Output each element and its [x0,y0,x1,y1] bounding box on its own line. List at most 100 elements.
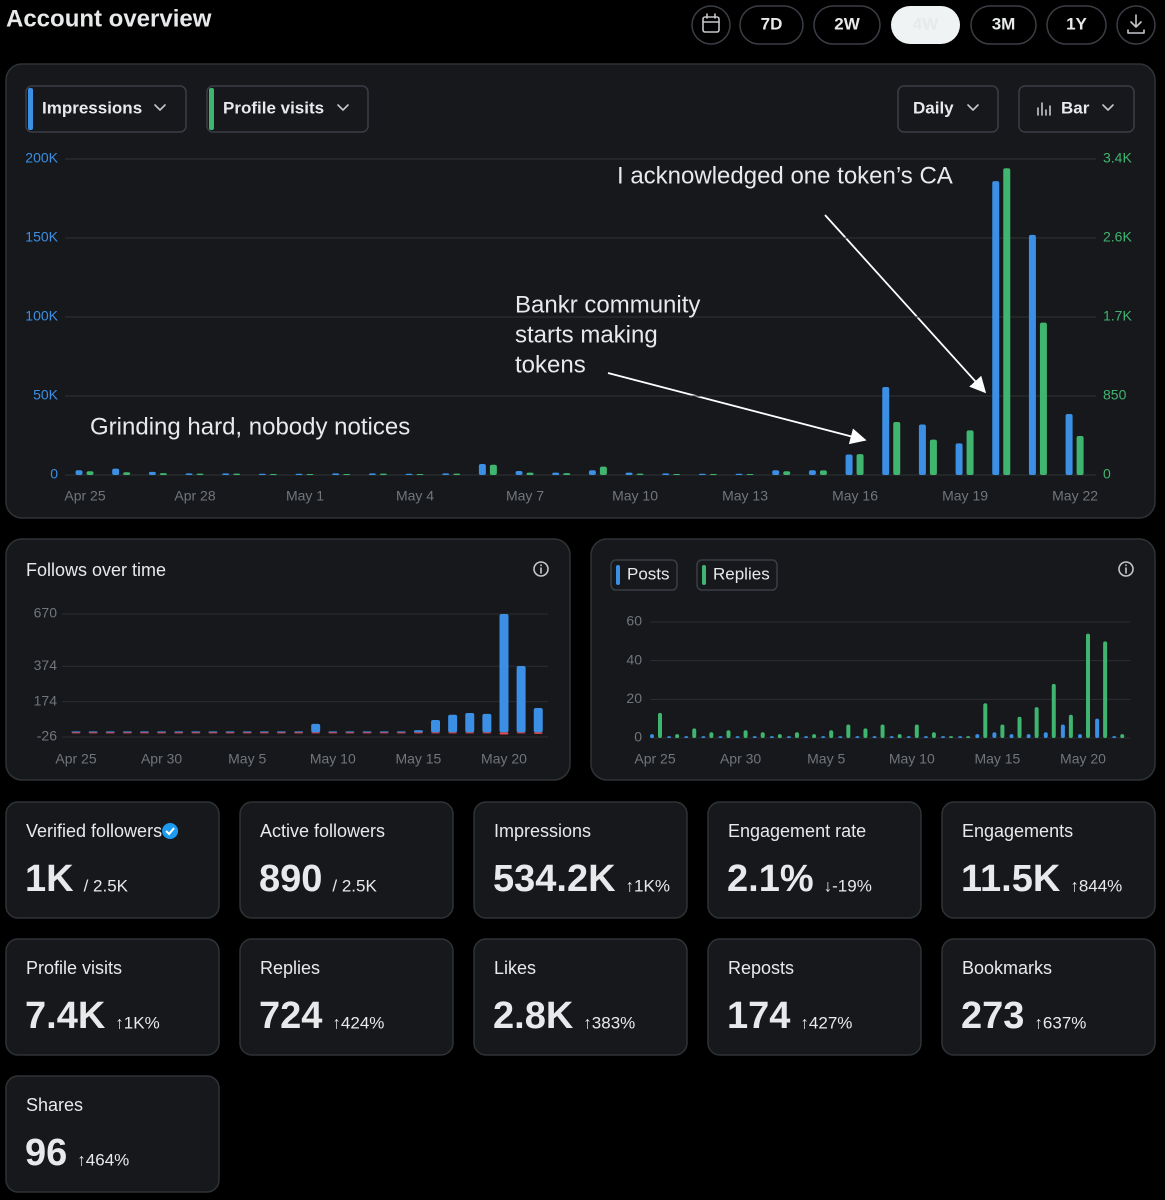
x-tick-label: May 10 [310,751,356,767]
stat-card[interactable] [941,801,1156,919]
bar [1028,234,1036,475]
profile-visits-dropdown[interactable]: Profile visits [206,85,369,133]
bar [478,463,486,475]
range-button[interactable] [891,6,960,44]
bar [709,732,714,738]
info-icon[interactable] [533,561,549,577]
stat-card[interactable] [707,938,922,1056]
stat-card[interactable] [239,801,454,919]
main-chart-panel [5,63,1156,519]
card-value: 2.8K [493,995,574,1037]
bar [992,732,997,738]
bar [159,473,167,475]
bar [625,472,633,475]
range-button[interactable] [739,5,804,45]
bar [242,731,252,733]
y-tick-label: 174 [34,692,58,708]
stat-card[interactable] [473,938,688,1056]
bar [718,736,723,738]
bar [743,730,748,738]
range-label[interactable]: 4W [913,14,939,33]
calendar-button[interactable] [691,5,731,45]
view-dropdown[interactable]: Bar [1018,85,1135,133]
bar [499,614,509,733]
bar [966,430,974,475]
y-tick-label: 200K [25,150,58,166]
stat-card[interactable] [239,938,454,1056]
x-tick-label: Apr 25 [634,751,675,767]
posts-legend[interactable]: Posts [610,559,678,591]
info-icon[interactable] [1118,561,1134,577]
range-label[interactable]: 3M [992,14,1016,33]
bar [233,473,241,475]
range-label[interactable]: 2W [834,14,860,33]
card-value: 890 [259,858,322,900]
bar [746,474,754,475]
card-value: 96 [25,1132,67,1174]
chart-title: Follows over time [26,560,166,580]
bar [1000,724,1005,738]
view-label: Bar [1061,98,1090,117]
stat-card[interactable] [5,1075,220,1193]
bar [777,734,782,738]
card-label: Profile visits [26,958,122,978]
bar [804,736,809,738]
range-label[interactable]: 7D [761,14,783,33]
x-tick-label: May 20 [481,751,527,767]
bar [863,728,868,738]
bar [812,734,817,738]
card-value: 7.4K [25,995,106,1037]
y2-tick-label: 3.4K [1103,150,1132,166]
posts-replies-panel [590,538,1156,781]
bar [225,732,235,734]
bar [1120,734,1125,738]
bar [897,734,902,738]
bar [760,732,765,738]
x-tick-label: Apr 30 [720,751,761,767]
stat-card[interactable] [707,801,922,919]
bar [1060,724,1065,738]
impressions-dropdown[interactable]: Impressions [25,85,187,133]
stat-card[interactable] [5,938,220,1056]
bar [157,732,167,734]
verified-badge [162,823,179,839]
bar [448,732,458,734]
stat-card[interactable] [473,801,688,919]
card-change: ↑637% [1034,1013,1086,1032]
bar [1086,633,1090,738]
bar [88,732,98,734]
y-tick-label: 60 [626,613,642,629]
bar [413,730,423,733]
page-title: Account overview [6,5,212,32]
x-tick-label: Apr 28 [174,488,215,504]
x-tick-label: May 15 [974,751,1020,767]
bar [838,736,843,738]
interval-dropdown[interactable]: Daily [897,85,999,133]
bar [276,732,286,734]
stat-card[interactable] [941,938,1156,1056]
range-label[interactable]: 1Y [1066,14,1087,33]
x-tick-label: May 16 [832,488,878,504]
bar [955,443,963,475]
bar [735,473,743,475]
bar [1009,734,1014,738]
x-tick-label: May 19 [942,488,988,504]
range-button[interactable] [813,5,881,45]
bar [794,732,799,738]
bar [1095,718,1100,738]
download-button[interactable] [1116,5,1156,45]
range-button[interactable] [1046,5,1107,45]
bar [196,473,204,475]
replies-legend[interactable]: Replies [696,559,778,591]
bar [929,439,937,475]
card-total: / 2.5K [332,876,377,895]
x-tick-label: May 10 [612,488,658,504]
bar [515,471,523,475]
card-label: Bookmarks [962,958,1052,978]
bar [396,731,406,733]
bar [294,732,304,734]
interval-label: Daily [913,98,954,117]
range-button[interactable] [970,5,1037,45]
bar [692,728,697,738]
card-label: Engagements [962,821,1073,841]
